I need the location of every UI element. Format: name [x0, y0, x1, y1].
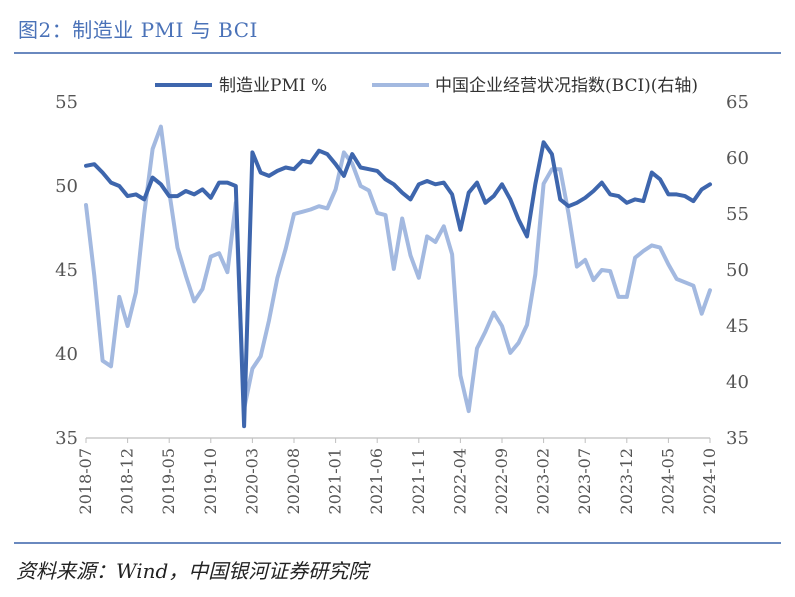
x-axis-tick-label: 2021-01 — [326, 448, 345, 514]
x-axis-tick-label: 2018-07 — [76, 448, 95, 514]
top-divider — [14, 52, 781, 54]
chart-axes: 35 40 45 50 55 35 40 45 50 55 60 65 2018-07 2018-12 20… — [55, 92, 749, 514]
x-axis-tick-label: 2023-02 — [534, 448, 553, 514]
x-axis-tick-label: 2019-10 — [201, 448, 220, 514]
right-axis-tick-label: 45 — [726, 316, 749, 337]
left-axis-tick-label: 40 — [55, 344, 78, 365]
x-axis-tick-label: 2021-11 — [409, 448, 428, 514]
source-note: 资料来源：Wind，中国银河证券研究院 — [16, 559, 369, 583]
x-axis-tick-label: 2023-07 — [575, 448, 594, 514]
line-chart: 制造业PMI % 中国企业经营状况指数(BCI)(右轴) 35404550553… — [55, 76, 749, 514]
x-axis-tick-label: 2018-12 — [118, 448, 137, 514]
right-axis-tick-label: 60 — [726, 148, 749, 169]
figure-title: 图2：制造业 PMI 与 BCI — [18, 18, 258, 42]
x-axis-tick-label: 2021-06 — [367, 448, 386, 514]
right-axis-tick-label: 55 — [726, 204, 749, 225]
right-axis-tick-label: 35 — [726, 428, 749, 449]
x-axis-tick-label: 2019-05 — [159, 448, 178, 514]
left-axis-tick-label: 55 — [55, 92, 78, 113]
left-axis-tick-label: 50 — [55, 176, 78, 197]
right-axis-tick-label: 40 — [726, 372, 749, 393]
x-axis-tick-label: 2020-08 — [284, 448, 303, 514]
left-axis-tick-label: 35 — [55, 428, 78, 449]
x-axis-tick-label: 2022-04 — [450, 448, 469, 514]
chart-series — [84, 124, 712, 429]
x-axis-tick-label: 2023-12 — [617, 448, 636, 514]
right-axis-tick-label: 65 — [726, 92, 749, 113]
chart-legend: 制造业PMI % 中国企业经营状况指数(BCI)(右轴) — [155, 76, 698, 96]
right-axis-tick-label: 50 — [726, 260, 749, 281]
series-line-bci — [84, 124, 712, 414]
left-axis-tick-label: 45 — [55, 260, 78, 281]
legend-label-pmi: 制造业PMI % — [219, 76, 327, 96]
series-line-pmi — [84, 140, 712, 429]
bottom-divider — [14, 542, 781, 544]
x-axis-tick-label: 2024-05 — [658, 448, 677, 514]
x-axis-tick-label: 2022-09 — [492, 448, 511, 514]
legend-label-bci: 中国企业经营状况指数(BCI)(右轴) — [435, 76, 698, 96]
x-axis-tick-label: 2024-10 — [700, 448, 719, 514]
x-axis-tick-label: 2020-03 — [242, 448, 261, 514]
